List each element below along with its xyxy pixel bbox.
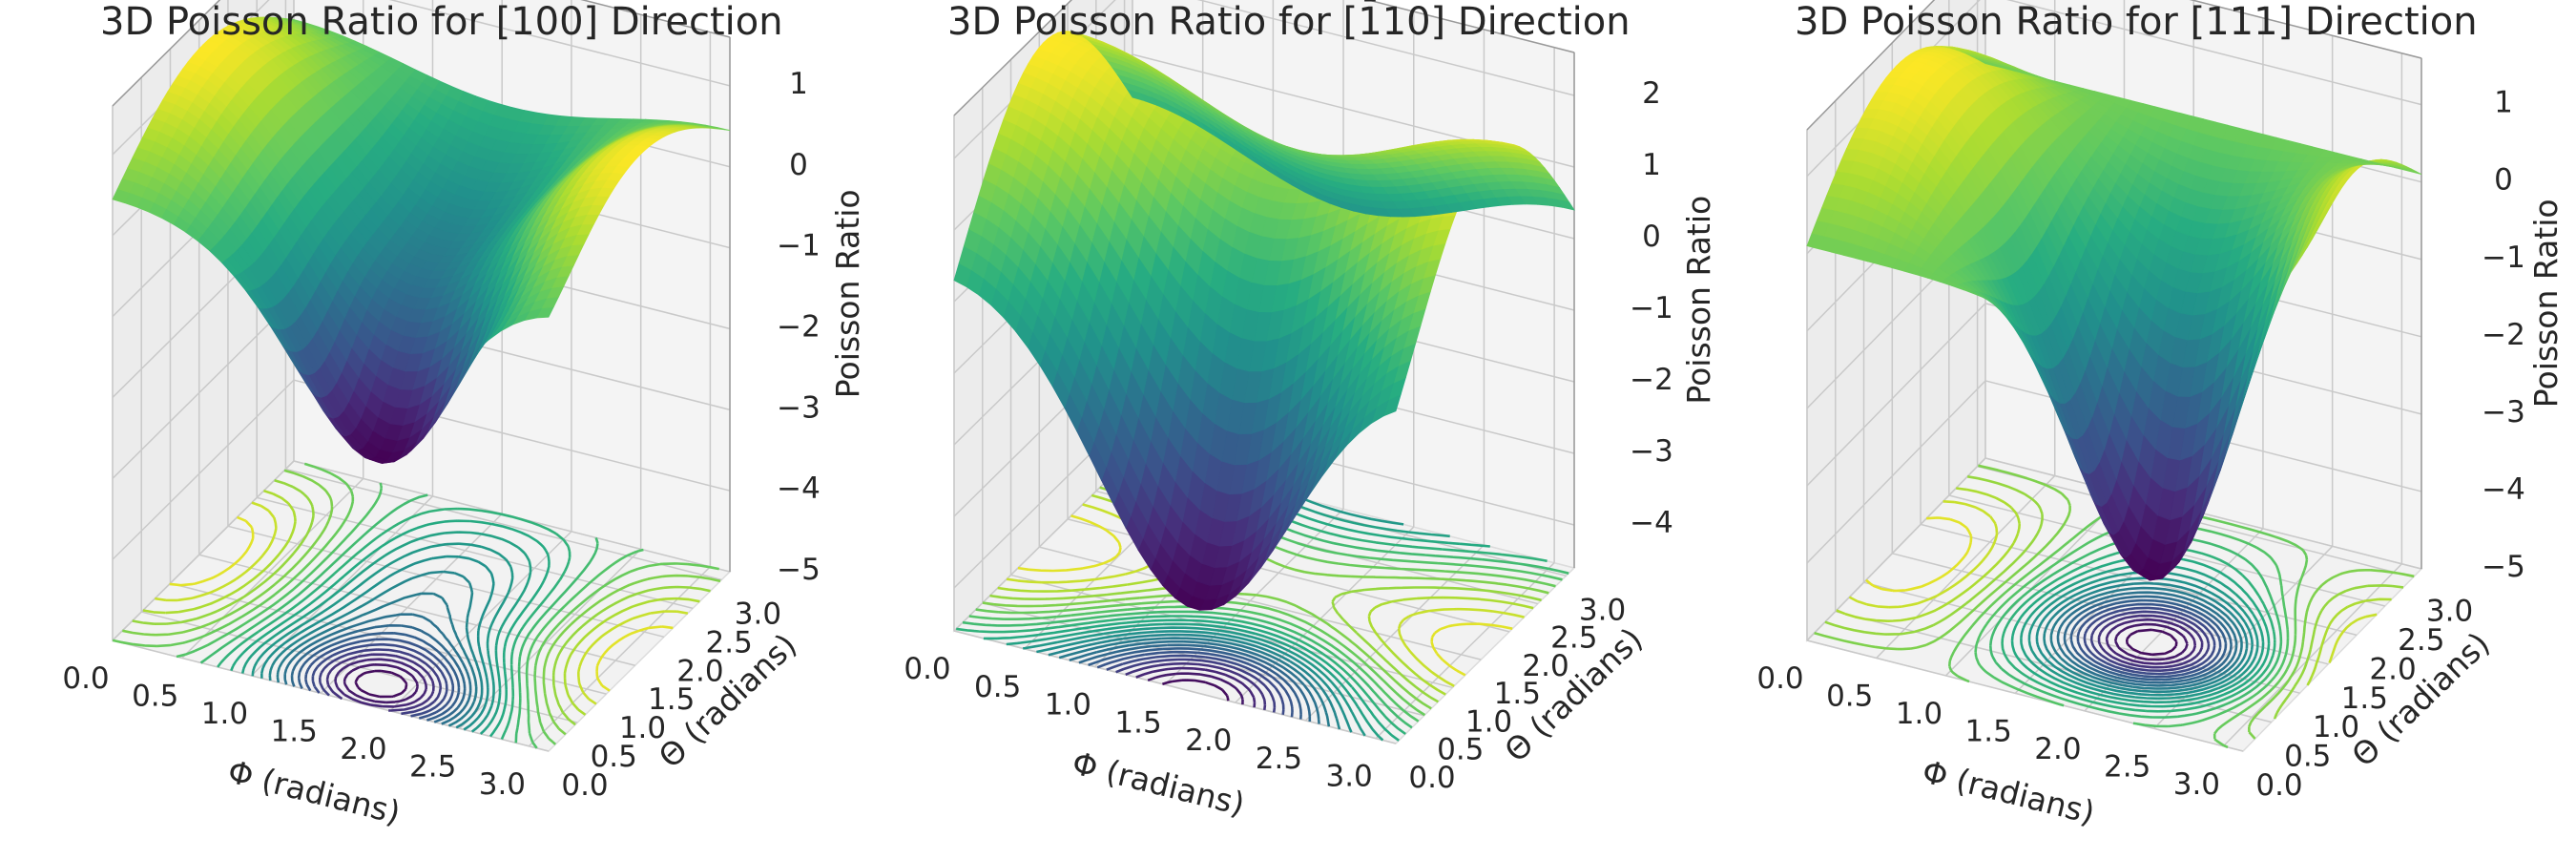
z-tick-label: −4 <box>2482 472 2525 507</box>
y-tick-label: 2.5 <box>706 625 753 660</box>
surface <box>1806 46 2422 581</box>
z-axis: −5 −4 −3 −2 −1 0 1 Poisson Ratio <box>2482 86 2565 584</box>
chart-panel-2: 0.00.51.01.52.02.53.0Φ (radians) 0.00.51.… <box>904 0 1717 823</box>
z-axis: −4 −3 −2 −1 0 1 2 Poisson Ratio <box>1630 76 1717 540</box>
y-tick-label: 0.0 <box>561 768 608 803</box>
surface <box>112 16 731 464</box>
z-tick-label: 1 <box>789 67 808 101</box>
x-tick-label: 3.0 <box>2173 767 2220 802</box>
z-axis: −5 −4 −3 −2 −1 0 1 Poisson Ratio <box>777 67 866 587</box>
x-tick-label: 0.5 <box>974 670 1021 704</box>
y-tick-label: 2.0 <box>1522 649 1568 683</box>
chart-title: 3D Poisson Ratio for [1̄10] Direction <box>947 0 1631 44</box>
y-tick-label: 2.0 <box>676 654 723 688</box>
x-tick-label: 1.0 <box>1896 697 1942 731</box>
x-tick-label: 0.0 <box>904 652 950 686</box>
y-tick-label: 0.5 <box>2284 740 2331 774</box>
x-tick-label: 1.5 <box>1114 705 1161 740</box>
z-tick-label: −2 <box>2482 318 2525 352</box>
z-tick-label: −3 <box>777 390 821 425</box>
y-tick-label: 0.5 <box>1437 733 1484 767</box>
z-tick-label: −3 <box>2482 395 2525 430</box>
z-tick-label: 2 <box>1642 76 1661 111</box>
chart-title: 3D Poisson Ratio for [111] Direction <box>1795 0 2478 44</box>
y-tick-label: 1.5 <box>1494 677 1541 711</box>
y-tick-label: 1.0 <box>1465 704 1512 739</box>
x-tick-label: 2.0 <box>2034 732 2081 766</box>
x-tick-label: 0.5 <box>1826 679 1873 713</box>
y-tick-label: 2.5 <box>2398 623 2444 658</box>
z-tick-label: −5 <box>777 553 821 587</box>
z-axis-label: Poisson Ratio <box>2527 199 2565 408</box>
z-tick-label: −2 <box>1630 363 1673 397</box>
x-tick-label: 0.0 <box>1756 661 1803 696</box>
x-tick-label: 2.5 <box>2104 749 2150 784</box>
z-tick-label: 1 <box>1642 148 1661 182</box>
z-tick-label: −1 <box>777 229 821 263</box>
z-tick-label: −4 <box>777 471 821 506</box>
x-tick-label: 2.5 <box>1256 742 1302 776</box>
z-tick-label: 0 <box>2494 163 2513 198</box>
surface <box>953 31 1575 611</box>
z-tick-label: −1 <box>2482 241 2525 275</box>
x-tick-label: 0.5 <box>132 679 178 713</box>
y-tick-label: 3.0 <box>735 597 781 631</box>
y-tick-label: 2.5 <box>1550 621 1597 656</box>
y-tick-label: 1.0 <box>2313 710 2359 744</box>
z-axis-label: Poisson Ratio <box>1680 196 1717 405</box>
y-tick-label: 3.0 <box>1579 593 1626 627</box>
x-tick-label: 3.0 <box>1325 760 1372 794</box>
z-tick-label: 0 <box>1642 220 1661 254</box>
y-tick-label: 1.5 <box>2341 681 2388 716</box>
x-tick-label: 3.0 <box>479 767 526 802</box>
x-tick-label: 2.0 <box>1185 723 1232 758</box>
y-tick-label: 1.0 <box>619 711 666 745</box>
floor-contours <box>112 462 721 749</box>
x-tick-label: 0.0 <box>62 661 109 696</box>
x-tick-label: 1.0 <box>1045 688 1091 723</box>
z-tick-label: −3 <box>1630 434 1673 469</box>
x-tick-label: 1.5 <box>271 714 318 748</box>
chart-panel-3: 0.00.51.01.52.02.53.0Φ (radians) 0.00.51.… <box>1756 0 2565 831</box>
chart-title: 3D Poisson Ratio for [100] Direction <box>100 0 783 44</box>
x-tick-label: 2.5 <box>409 749 456 784</box>
chart-panel-1: 0.00.51.01.52.02.53.0Φ (radians) 0.00.51.… <box>62 0 866 831</box>
y-tick-label: 2.0 <box>2369 652 2416 686</box>
z-tick-label: 1 <box>2494 86 2513 120</box>
z-tick-label: −1 <box>1630 291 1673 325</box>
floor-contours <box>956 459 1569 742</box>
x-tick-label: 2.0 <box>340 732 386 766</box>
y-tick-label: 3.0 <box>2426 595 2473 629</box>
y-tick-label: 0.0 <box>1408 761 1455 795</box>
z-tick-label: 0 <box>789 148 808 182</box>
x-tick-label: 1.0 <box>201 697 248 731</box>
z-tick-label: −5 <box>2482 550 2525 584</box>
z-tick-label: −4 <box>1630 506 1673 540</box>
y-tick-label: 0.5 <box>591 740 637 774</box>
y-tick-label: 0.0 <box>2255 768 2302 803</box>
y-tick-label: 1.5 <box>648 682 695 717</box>
x-tick-label: 1.5 <box>1965 714 2012 748</box>
floor-contours <box>1814 464 2415 749</box>
z-tick-label: −2 <box>777 309 821 344</box>
z-axis-label: Poisson Ratio <box>829 189 866 398</box>
